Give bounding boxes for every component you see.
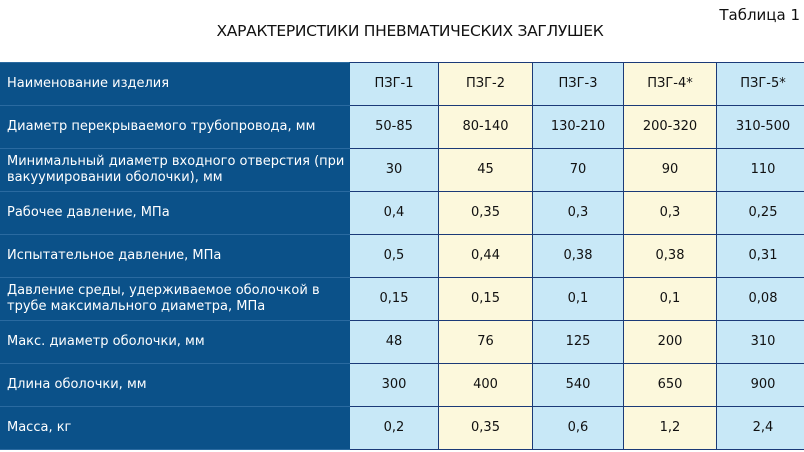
table-cell: 200-320 [623, 105, 717, 149]
table-cell: 0,44 [438, 234, 533, 278]
table-cell: 30 [349, 148, 439, 192]
model-header-cell: ПЗГ-5* [716, 62, 804, 106]
table-cell: 125 [532, 320, 624, 364]
table-cell: 0,3 [623, 191, 717, 235]
table-cell: 0,2 [349, 406, 439, 450]
table-cell: 0,6 [532, 406, 624, 450]
table-cell: 0,25 [716, 191, 804, 235]
model-header-cell: ПЗГ-1 [349, 62, 439, 106]
table-cell: 0,08 [716, 277, 804, 321]
table-cell: 2,4 [716, 406, 804, 450]
table-cell: 0,1 [532, 277, 624, 321]
characteristics-table: Наименование изделия ПЗГ-1 ПЗГ-2 ПЗГ-3 ПЗГ-4… [0, 62, 804, 450]
row-label: Рабочее давление, МПа [0, 191, 350, 235]
table-cell: 0,38 [532, 234, 624, 278]
table-cell: 70 [532, 148, 624, 192]
table-cell: 0,15 [438, 277, 533, 321]
table-cell: 1,2 [623, 406, 717, 450]
table-cell: 0,4 [349, 191, 439, 235]
table-cell: 80-140 [438, 105, 533, 149]
header-row: Наименование изделия ПЗГ-1 ПЗГ-2 ПЗГ-3 ПЗГ-4… [0, 62, 804, 106]
table-cell: 300 [349, 363, 439, 407]
table-cell: 310 [716, 320, 804, 364]
table-cell: 110 [716, 148, 804, 192]
table-number: Таблица 1 [719, 6, 800, 24]
table-cell: 90 [623, 148, 717, 192]
table-cell: 0,35 [438, 406, 533, 450]
table-cell: 0,3 [532, 191, 624, 235]
model-header-cell: ПЗГ-2 [438, 62, 533, 106]
table-cell: 310-500 [716, 105, 804, 149]
table-cell: 48 [349, 320, 439, 364]
table-cell: 0,35 [438, 191, 533, 235]
table-cell: 0,31 [716, 234, 804, 278]
table-cell: 200 [623, 320, 717, 364]
table-row: Давление среды, удерживаемое оболочкой в… [0, 277, 804, 321]
table-row: Рабочее давление, МПа 0,4 0,35 0,3 0,3 0,25 [0, 191, 804, 235]
table-cell: 0,38 [623, 234, 717, 278]
table-row: Длина оболочки, мм 300 400 540 650 900 [0, 363, 804, 407]
table-cell: 540 [532, 363, 624, 407]
table-title: ХАРАКТЕРИСТИКИ ПНЕВМАТИЧЕСКИХ ЗАГЛУШЕК [216, 22, 604, 40]
table-cell: 130-210 [532, 105, 624, 149]
table-cell: 0,1 [623, 277, 717, 321]
model-header-cell: ПЗГ-4* [623, 62, 717, 106]
table-row: Минимальный диаметр входного отверстия (… [0, 148, 804, 192]
table-cell: 400 [438, 363, 533, 407]
table-cell: 50-85 [349, 105, 439, 149]
row-label: Минимальный диаметр входного отверстия (… [0, 148, 350, 192]
table-cell: 650 [623, 363, 717, 407]
table-row: Испытательное давление, МПа 0,5 0,44 0,38 0,… [0, 234, 804, 278]
table-cell: 0,5 [349, 234, 439, 278]
table-cell: 76 [438, 320, 533, 364]
model-header-cell: ПЗГ-3 [532, 62, 624, 106]
table-cell: 0,15 [349, 277, 439, 321]
table-cell: 45 [438, 148, 533, 192]
row-label: Длина оболочки, мм [0, 363, 350, 407]
row-label: Масса, кг [0, 406, 350, 450]
table-row: Масса, кг 0,2 0,35 0,6 1,2 2,4 [0, 406, 804, 450]
row-label: Диаметр перекрываемого трубопровода, мм [0, 105, 350, 149]
row-label: Испытательное давление, МПа [0, 234, 350, 278]
table-row: Диаметр перекрываемого трубопровода, мм 5… [0, 105, 804, 149]
row-label: Макс. диаметр оболочки, мм [0, 320, 350, 364]
table-cell: 900 [716, 363, 804, 407]
table-row: Макс. диаметр оболочки, мм 48 76 125 200 310 [0, 320, 804, 364]
row-label: Давление среды, удерживаемое оболочкой в… [0, 277, 350, 321]
row-label: Наименование изделия [0, 62, 350, 106]
